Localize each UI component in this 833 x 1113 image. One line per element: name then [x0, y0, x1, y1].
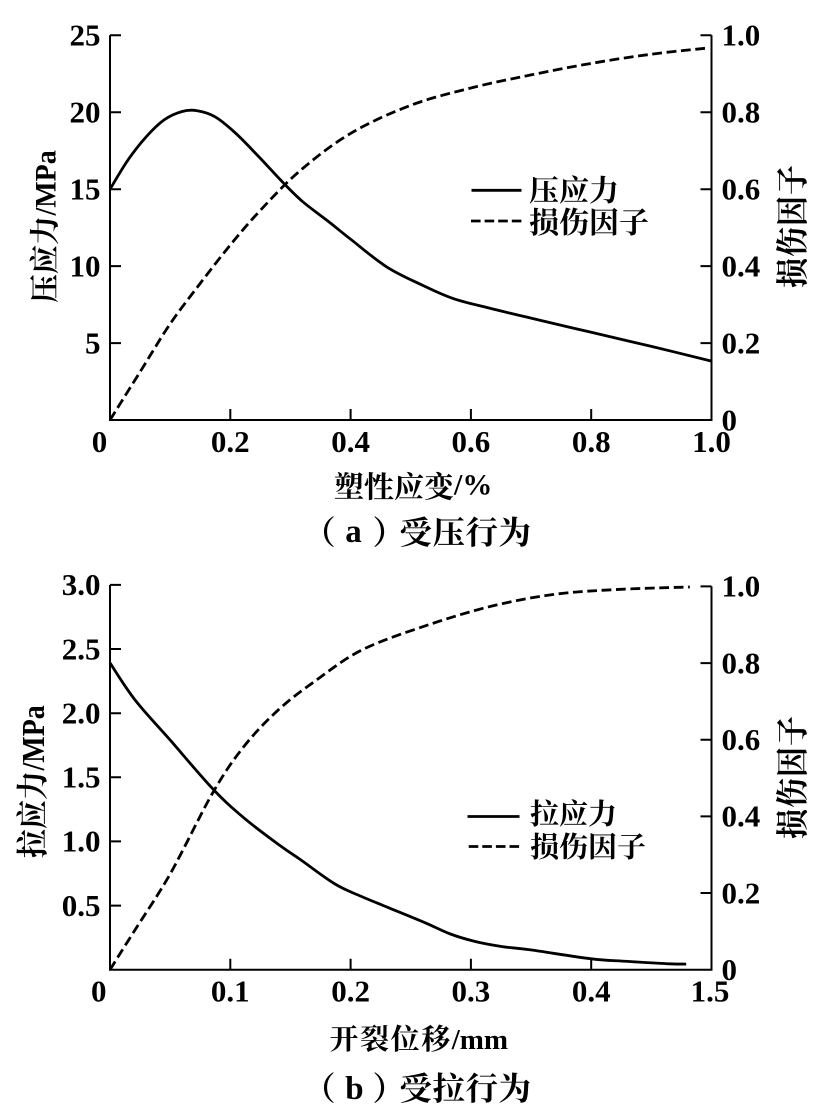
svg-text:a: a: [345, 514, 362, 550]
svg-text:0.2: 0.2: [722, 875, 761, 910]
svg-text:/MPa: /MPa: [30, 150, 63, 216]
svg-text:/MPa: /MPa: [18, 705, 52, 771]
svg-text:0.4: 0.4: [722, 799, 761, 834]
svg-text:1.0: 1.0: [722, 18, 761, 53]
svg-text:3.0: 3.0: [62, 567, 101, 602]
svg-text:10: 10: [70, 248, 101, 283]
svg-text:1.5: 1.5: [62, 760, 101, 795]
svg-text:0.2: 0.2: [211, 424, 250, 459]
svg-text:0.4: 0.4: [572, 974, 611, 1009]
svg-text:0.2: 0.2: [331, 974, 370, 1009]
svg-text:20: 20: [70, 95, 101, 130]
svg-text:0.2: 0.2: [722, 325, 761, 360]
svg-text:1.0: 1.0: [692, 424, 731, 459]
svg-text:0.5: 0.5: [62, 888, 101, 923]
svg-text:0.8: 0.8: [722, 645, 761, 680]
svg-text:0.8: 0.8: [572, 424, 611, 459]
svg-text:0.3: 0.3: [452, 974, 491, 1009]
svg-text:0.6: 0.6: [452, 424, 491, 459]
svg-text:0: 0: [91, 974, 107, 1009]
svg-text:25: 25: [70, 18, 101, 53]
svg-text:0: 0: [92, 424, 108, 459]
svg-text:15: 15: [70, 172, 101, 207]
svg-text:/%: /%: [453, 469, 492, 502]
svg-text:2.5: 2.5: [62, 631, 101, 666]
svg-text:0.4: 0.4: [331, 424, 370, 459]
svg-text:0.6: 0.6: [722, 722, 761, 757]
svg-text:0.1: 0.1: [211, 974, 250, 1009]
svg-text:1.0: 1.0: [62, 824, 101, 859]
svg-text:0.6: 0.6: [722, 172, 761, 207]
svg-text:0: 0: [722, 952, 738, 987]
svg-text:1.0: 1.0: [722, 569, 761, 604]
svg-text:b: b: [345, 1071, 363, 1107]
svg-text:0: 0: [722, 402, 738, 437]
svg-text:0.4: 0.4: [722, 248, 761, 283]
svg-text:1.5: 1.5: [691, 974, 730, 1009]
svg-text:5: 5: [85, 325, 101, 360]
svg-text:/mm: /mm: [451, 1024, 508, 1056]
svg-text:2.0: 2.0: [62, 696, 101, 731]
svg-text:0.8: 0.8: [722, 95, 761, 130]
